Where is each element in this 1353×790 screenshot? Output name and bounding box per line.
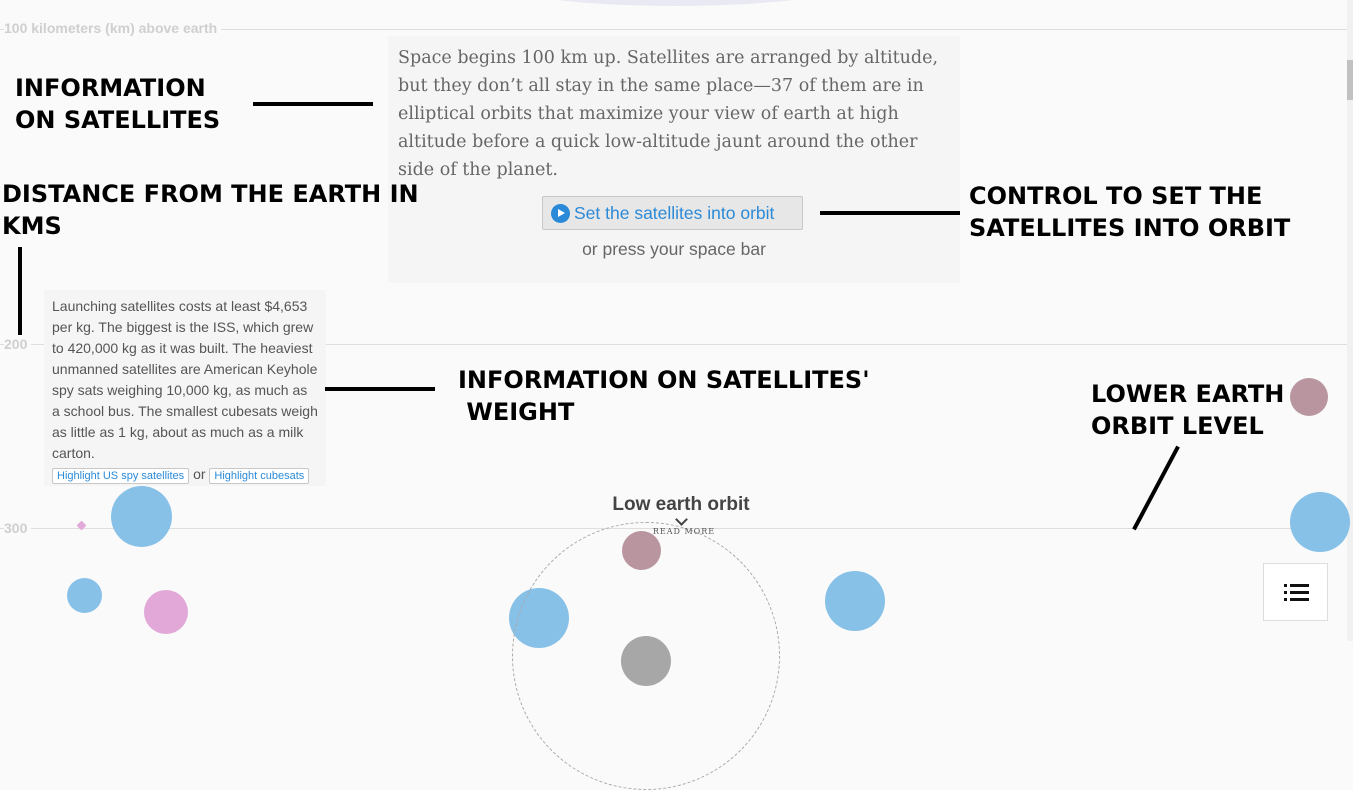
- satellite-dot[interactable]: [1290, 492, 1350, 552]
- annotation-weight: INFORMATION ON SATELLITES' WEIGHT: [458, 366, 870, 426]
- annotation-line: [1132, 445, 1180, 531]
- annotation-info-satellites: INFORMATION ON SATELLITES: [15, 74, 221, 134]
- or-text: or: [193, 466, 206, 482]
- low-earth-orbit-ring: [512, 522, 780, 790]
- annotation-line: [820, 211, 960, 215]
- satellite-dot[interactable]: [825, 571, 885, 631]
- read-more-link[interactable]: READ MORE: [652, 527, 716, 536]
- annotation-line: [253, 102, 373, 106]
- annotation-line: [325, 387, 435, 391]
- scrollbar-track[interactable]: [1347, 0, 1353, 641]
- highlight-spy-button[interactable]: Highlight US spy satellites: [52, 468, 190, 484]
- scrollbar-thumb[interactable]: [1347, 60, 1353, 100]
- satellite-dot[interactable]: [111, 486, 172, 547]
- annotation-line: [18, 247, 22, 335]
- weight-info-panel: Launching satellites costs at least $4,6…: [44, 290, 326, 486]
- set-orbit-button[interactable]: Set the satellites into orbit: [542, 196, 803, 230]
- space-bar-hint: or press your space bar: [582, 239, 766, 259]
- earth-edge: [500, 0, 850, 6]
- annotation-control: CONTROL TO SET THE SATELLITES INTO ORBIT: [969, 182, 1291, 242]
- intro-panel: Space begins 100 km up. Satellites are a…: [388, 36, 960, 283]
- altitude-label-300: 300: [4, 520, 32, 536]
- satellite-dot[interactable]: [67, 578, 102, 613]
- altitude-label-100: 100 kilometers (km) above earth: [4, 20, 222, 36]
- annotation-distance: DISTANCE FROM THE EARTH IN KMS: [2, 180, 419, 240]
- altitude-line-200: [0, 344, 1347, 345]
- satellite-dot[interactable]: [1290, 378, 1328, 416]
- highlight-row: Highlight US spy satellites or Highlight…: [52, 466, 318, 484]
- annotation-lower-orbit: LOWER EARTH ORBIT LEVEL: [1091, 380, 1285, 440]
- low-earth-orbit-title: Low earth orbit: [612, 494, 750, 515]
- altitude-label-200: 200: [4, 336, 32, 352]
- menu-button[interactable]: [1263, 563, 1328, 621]
- play-icon: [551, 203, 570, 223]
- set-orbit-label: Set the satellites into orbit: [574, 202, 775, 223]
- weight-info-text: Launching satellites costs at least $4,6…: [52, 298, 318, 461]
- altitude-line-100: [0, 29, 1347, 30]
- intro-text: Space begins 100 km up. Satellites are a…: [398, 48, 939, 180]
- highlight-cubesats-button[interactable]: Highlight cubesats: [209, 468, 310, 484]
- satellite-dot[interactable]: [144, 590, 188, 634]
